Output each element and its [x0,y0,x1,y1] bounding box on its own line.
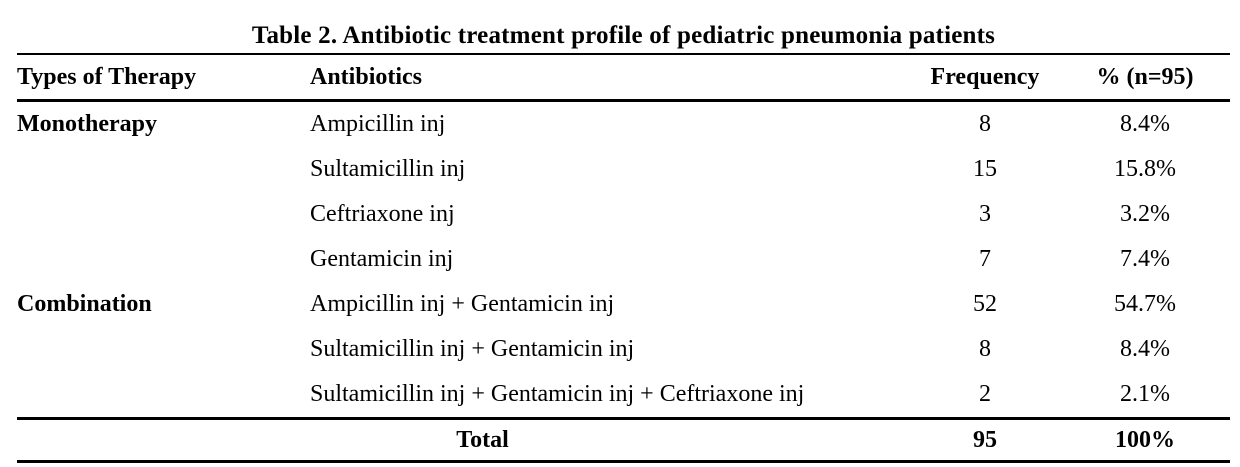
percent-cell: 15.8% [1114,156,1176,182]
antibiotic-cell: Gentamicin inj [310,246,454,272]
frequency-cell: 2 [979,381,991,407]
table-row: Monotherapy Ampicillin inj 8 8.4% [17,101,1230,148]
table-row: Combination Ampicillin inj + Gentamicin … [17,282,1230,327]
percent-cell: 8.4% [1120,336,1170,362]
therapy-group-cell: Monotherapy [17,111,157,137]
frequency-cell: 7 [979,246,991,272]
total-percent-cell: 100% [1115,426,1175,453]
therapy-group-cell: Combination [17,291,152,317]
total-row: Total 95 100% [17,418,1230,462]
therapy-group-cell [17,327,310,372]
col-header-frequency: Frequency [930,63,1040,90]
percent-cell: 2.1% [1120,381,1170,407]
table-row: Sultamicillin inj + Gentamicin inj + Cef… [17,372,1230,419]
percent-cell: 3.2% [1120,201,1170,227]
therapy-group-cell [17,192,310,237]
percent-cell: 54.7% [1114,291,1176,317]
table-row: Sultamicillin inj 15 15.8% [17,147,1230,192]
therapy-group-cell [17,147,310,192]
frequency-cell: 8 [979,336,991,362]
table-row: Sultamicillin inj + Gentamicin inj 8 8.4… [17,327,1230,372]
total-frequency-cell: 95 [973,426,997,453]
antibiotic-cell: Ampicillin inj [310,111,446,137]
frequency-cell: 52 [973,291,997,317]
therapy-group-cell [17,237,310,282]
therapy-group-cell [17,372,310,419]
header-row: Types of Therapy Antibiotics Frequency %… [17,54,1230,101]
antibiotic-treatment-table: Types of Therapy Antibiotics Frequency %… [17,53,1230,463]
antibiotic-cell: Sultamicillin inj + Gentamicin inj [310,336,635,362]
antibiotic-cell: Sultamicillin inj [310,156,466,182]
antibiotic-cell: Sultamicillin inj + Gentamicin inj + Cef… [310,381,805,407]
table-title: Table 2. Antibiotic treatment profile of… [251,22,996,49]
antibiotic-cell: Ampicillin inj + Gentamicin inj [310,291,615,317]
antibiotic-cell: Ceftriaxone inj [310,201,455,227]
table-row: Ceftriaxone inj 3 3.2% [17,192,1230,237]
frequency-cell: 3 [979,201,991,227]
table-row: Gentamicin inj 7 7.4% [17,237,1230,282]
frequency-cell: 8 [979,111,991,137]
frequency-cell: 15 [973,156,997,182]
col-header-types-of-therapy: Types of Therapy [17,63,197,90]
col-header-percent: % (n=95) [1096,63,1194,90]
percent-cell: 8.4% [1120,111,1170,137]
col-header-antibiotics: Antibiotics [310,63,423,90]
total-label-cell: Total [456,426,509,453]
percent-cell: 7.4% [1120,246,1170,272]
